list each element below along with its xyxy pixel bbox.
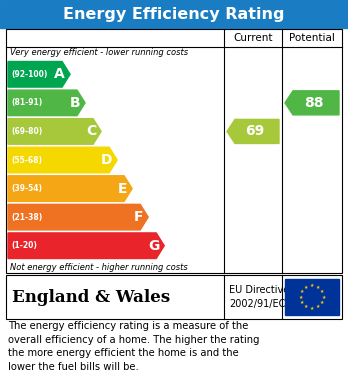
Bar	[0, 0, 348, 28]
Bar	[6, 275, 342, 319]
Text: (39-54): (39-54)	[11, 184, 42, 193]
Text: EU Directive
2002/91/EC: EU Directive 2002/91/EC	[229, 285, 289, 308]
Text: England & Wales: England & Wales	[12, 289, 170, 305]
Text: 88: 88	[304, 96, 324, 110]
Text: ★: ★	[321, 294, 326, 300]
Text: Current: Current	[233, 33, 273, 43]
Text: ★: ★	[310, 306, 314, 311]
Polygon shape	[8, 233, 164, 258]
Text: A: A	[54, 67, 65, 81]
Text: (81-91): (81-91)	[11, 99, 42, 108]
Text: (55-68): (55-68)	[11, 156, 42, 165]
Polygon shape	[8, 61, 70, 87]
Polygon shape	[8, 118, 101, 144]
Text: (69-80): (69-80)	[11, 127, 42, 136]
Bar	[6, 29, 342, 273]
Text: (92-100): (92-100)	[11, 70, 47, 79]
Text: F: F	[134, 210, 143, 224]
Polygon shape	[8, 204, 148, 230]
Text: (1-20): (1-20)	[11, 241, 37, 250]
Text: G: G	[148, 239, 159, 253]
Text: 69: 69	[245, 124, 264, 138]
Text: ★: ★	[316, 285, 320, 289]
Text: ★: ★	[298, 294, 303, 300]
Polygon shape	[8, 176, 132, 201]
Text: ★: ★	[320, 289, 324, 294]
Bar	[285, 279, 339, 315]
Text: ★: ★	[300, 289, 304, 294]
Text: The energy efficiency rating is a measure of the
overall efficiency of a home. T: The energy efficiency rating is a measur…	[8, 321, 260, 372]
Polygon shape	[285, 91, 339, 115]
Polygon shape	[8, 90, 85, 116]
Text: (21-38): (21-38)	[11, 213, 42, 222]
Text: Very energy efficient - lower running costs: Very energy efficient - lower running co…	[10, 48, 188, 57]
Polygon shape	[8, 147, 117, 173]
Text: ★: ★	[304, 285, 308, 289]
Text: Potential: Potential	[289, 33, 335, 43]
Text: ★: ★	[320, 300, 324, 305]
Text: C: C	[86, 124, 96, 138]
Text: ★: ★	[300, 300, 304, 305]
Text: D: D	[101, 153, 112, 167]
Text: ★: ★	[316, 305, 320, 310]
Polygon shape	[227, 119, 279, 143]
Text: ★: ★	[310, 283, 314, 288]
Text: Not energy efficient - higher running costs: Not energy efficient - higher running co…	[10, 263, 188, 272]
Text: Energy Efficiency Rating: Energy Efficiency Rating	[63, 7, 285, 22]
Text: E: E	[118, 181, 127, 196]
Text: B: B	[69, 96, 80, 110]
Text: ★: ★	[304, 305, 308, 310]
